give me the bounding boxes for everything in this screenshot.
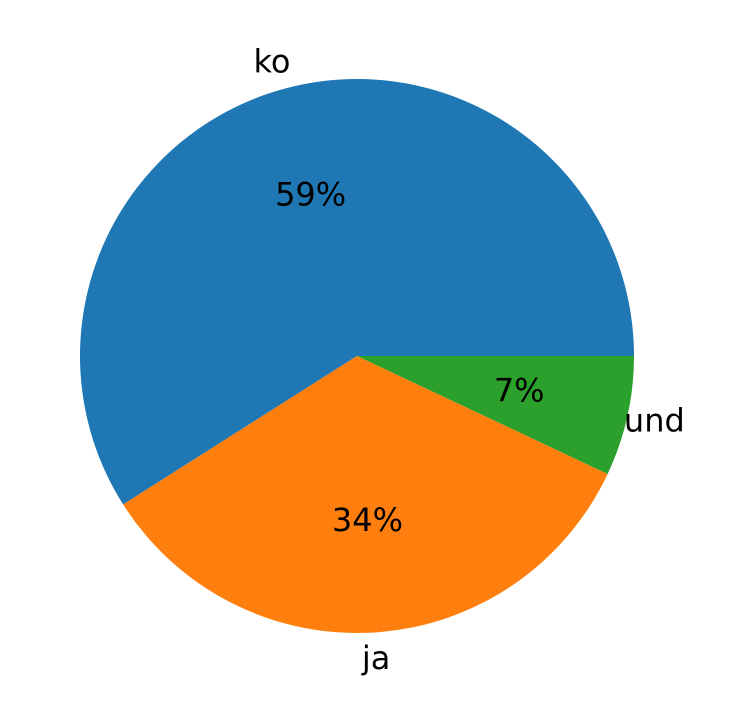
value-label: 34% [332, 501, 403, 539]
value-label: 59% [275, 175, 346, 213]
pie-slice [79, 78, 634, 505]
pie-slice [123, 356, 608, 633]
slice-label: ko [254, 42, 291, 80]
value-label: 7% [494, 371, 545, 409]
pie-slice [357, 356, 634, 474]
slice-label: und [624, 401, 685, 439]
slice-label: ja [361, 639, 391, 677]
